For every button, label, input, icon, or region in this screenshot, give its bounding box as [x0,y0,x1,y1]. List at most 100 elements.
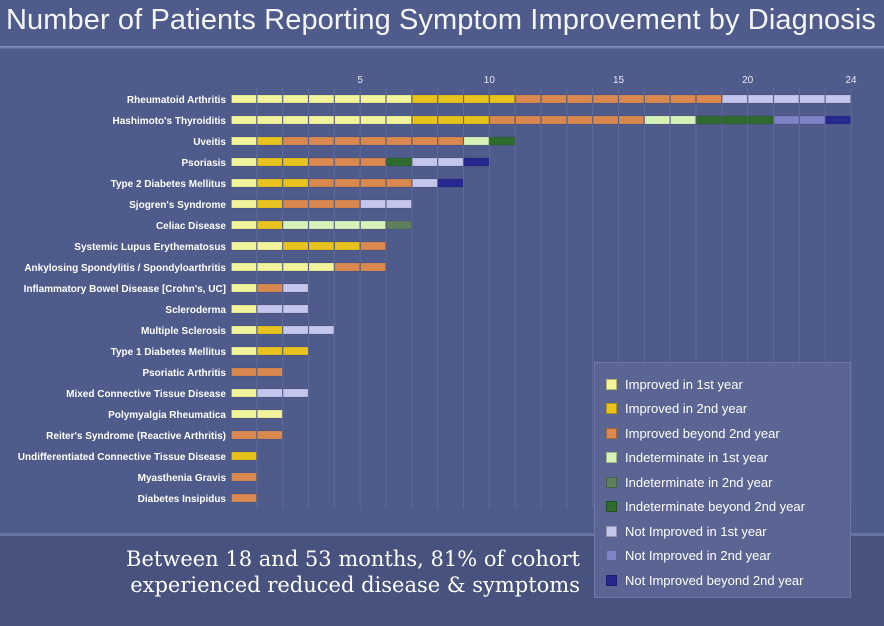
footer-divider [0,533,884,536]
bar-segment [257,409,283,419]
bar-segment [696,115,722,125]
bar-segment [489,115,515,125]
bar-segment [541,94,567,104]
bar-segment [231,94,257,104]
bar-segment [334,157,360,167]
bar-segment [437,94,464,104]
bar-segment [334,94,360,104]
category-label: Uveitis [193,137,226,148]
bar-segment [437,157,464,167]
bar-segment [412,178,438,188]
bar-segment [282,136,309,146]
bar-segment [257,220,283,230]
bar-segment [231,157,257,167]
bar-segment [231,241,257,251]
bar-segment [231,136,257,146]
bar-segment [696,94,722,104]
bar-segment [282,94,309,104]
legend-item-not-improved-beyond-2nd-year: Not Improved beyond 2nd year [595,568,850,593]
bar-segment [257,367,283,377]
bar-segment [412,157,438,167]
category-label: Type 2 Diabetes Mellitus [111,179,227,190]
bar-segment [231,304,257,314]
bar-segment [463,157,490,167]
category-label: Celiac Disease [156,221,226,232]
legend-swatch [606,452,617,464]
bar-segment [386,220,412,230]
bar-segment [257,388,283,398]
bar-segment [463,136,490,146]
caption-line-1: Between 18 and 53 months, 81% of cohort [126,547,580,571]
bar-segment [334,115,360,125]
legend-swatch [606,574,617,586]
bar-segment [334,199,360,209]
x-tick-label: 5 [357,75,363,86]
bar-segment [308,136,335,146]
category-label: Type 1 Diabetes Mellitus [111,347,227,358]
category-label: Diabetes Insipidus [138,494,227,505]
category-label: Mixed Connective Tissue Disease [66,389,226,400]
bar-segment [360,115,386,125]
bar-segment [282,199,309,209]
x-tick-label: 15 [613,75,625,86]
bar-segment [670,94,696,104]
legend-swatch [606,476,617,488]
chart-legend: Improved in 1st year Improved in 2nd yea… [594,362,851,598]
legend-label: Indeterminate in 2nd year [625,474,773,490]
bar-segment [334,262,360,272]
bar-segment [308,157,335,167]
legend-label: Indeterminate beyond 2nd year [625,499,805,515]
bar-segment [308,199,335,209]
bar-segment [722,94,748,104]
legend-label: Not Improved beyond 2nd year [625,572,804,588]
legend-item-improved-beyond-2nd-year: Improved beyond 2nd year [595,421,850,446]
bar-segment [644,94,670,104]
bar-segment [231,346,257,356]
bar-segment [257,304,283,314]
bar-segment [670,115,696,125]
bar-segment [799,115,825,125]
bar-segment [386,115,412,125]
bar-segment [231,367,257,377]
category-label: Sjogren's Syndrome [129,200,226,211]
bar-segment [257,178,283,188]
bar-segment [334,241,360,251]
bar-segment [231,325,257,335]
bar-segment [231,262,257,272]
bar-segment [282,115,309,125]
bar-segment [592,115,619,125]
legend-item-improved-1st-year: Improved in 1st year [595,372,850,397]
bar-segment [308,94,335,104]
bar-segment [231,178,257,188]
bar-segment [541,115,567,125]
bar-segment [747,94,774,104]
category-label: Myasthenia Gravis [138,473,227,484]
legend-swatch [606,501,617,513]
category-label: Multiple Sclerosis [141,326,226,337]
bar-segment [360,94,386,104]
bar-segment [567,115,593,125]
bar-segment [773,94,800,104]
bar-segment [489,136,515,146]
category-label: Inflammatory Bowel Disease [Crohn's, UC] [24,284,226,295]
bar-segment [386,178,412,188]
legend-label: Improved in 1st year [625,376,743,392]
category-label: Undifferentiated Connective Tissue Disea… [18,452,227,463]
bar-segment [644,115,670,125]
bar-segment [257,199,283,209]
bar-segment [257,94,283,104]
chart-title: Number of Patients Reporting Symptom Imp… [6,4,877,36]
bar-segment [231,199,257,209]
bar-segment [231,220,257,230]
legend-item-improved-2nd-year: Improved in 2nd year [595,397,850,422]
caption: Between 18 and 53 months, 81% of cohort … [60,546,580,598]
bar-segment [282,157,309,167]
bar-segment [282,220,309,230]
bar-segment [386,157,412,167]
legend-label: Improved beyond 2nd year [625,425,780,441]
legend-label: Not Improved in 1st year [625,523,767,539]
bar-segment [282,178,309,188]
x-tick-label: 10 [484,75,496,86]
bar-segment [412,136,438,146]
legend-label: Improved in 2nd year [625,401,748,417]
